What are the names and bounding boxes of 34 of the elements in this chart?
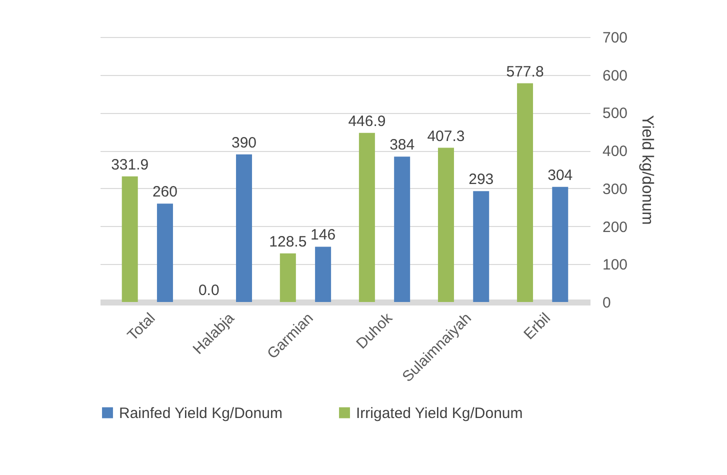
y-tick-label: 100 [602,256,628,274]
y-tick-label: 700 [602,30,628,46]
data-label: 577.8 [506,63,544,80]
y-tick-label: 0 [602,294,611,312]
legend-label: Rainfed Yield Kg/Donum [119,404,282,422]
data-label: 293 [468,171,494,188]
bar [552,186,568,302]
y-tick-label: 200 [602,218,628,236]
bar [438,148,454,302]
y-tick-label: 600 [602,67,628,84]
y-tick-label: 400 [602,143,628,160]
data-label: 0.0 [198,282,220,299]
y-tick-label: 500 [602,105,628,122]
bar [315,246,332,302]
data-label: 407.3 [427,128,465,145]
bar [394,156,410,302]
data-label: 260 [152,184,178,201]
y-axis-title: Yield kg/donum [638,115,656,225]
data-label: 384 [390,136,415,154]
data-label: 390 [232,134,257,152]
data-label: 446.9 [348,112,386,130]
y-tick-label: 300 [602,180,628,198]
bar [517,83,534,302]
data-label: 331.9 [111,156,149,174]
data-label: 128.5 [269,233,307,250]
bar [473,191,490,302]
legend-label: Irrigated Yield Kg/Donum [356,404,523,422]
data-label: 146 [310,226,336,244]
bar [236,154,252,302]
data-label: 304 [548,166,573,184]
bar [358,132,375,302]
bar [280,253,296,302]
bar [156,204,173,302]
bar [122,176,138,302]
